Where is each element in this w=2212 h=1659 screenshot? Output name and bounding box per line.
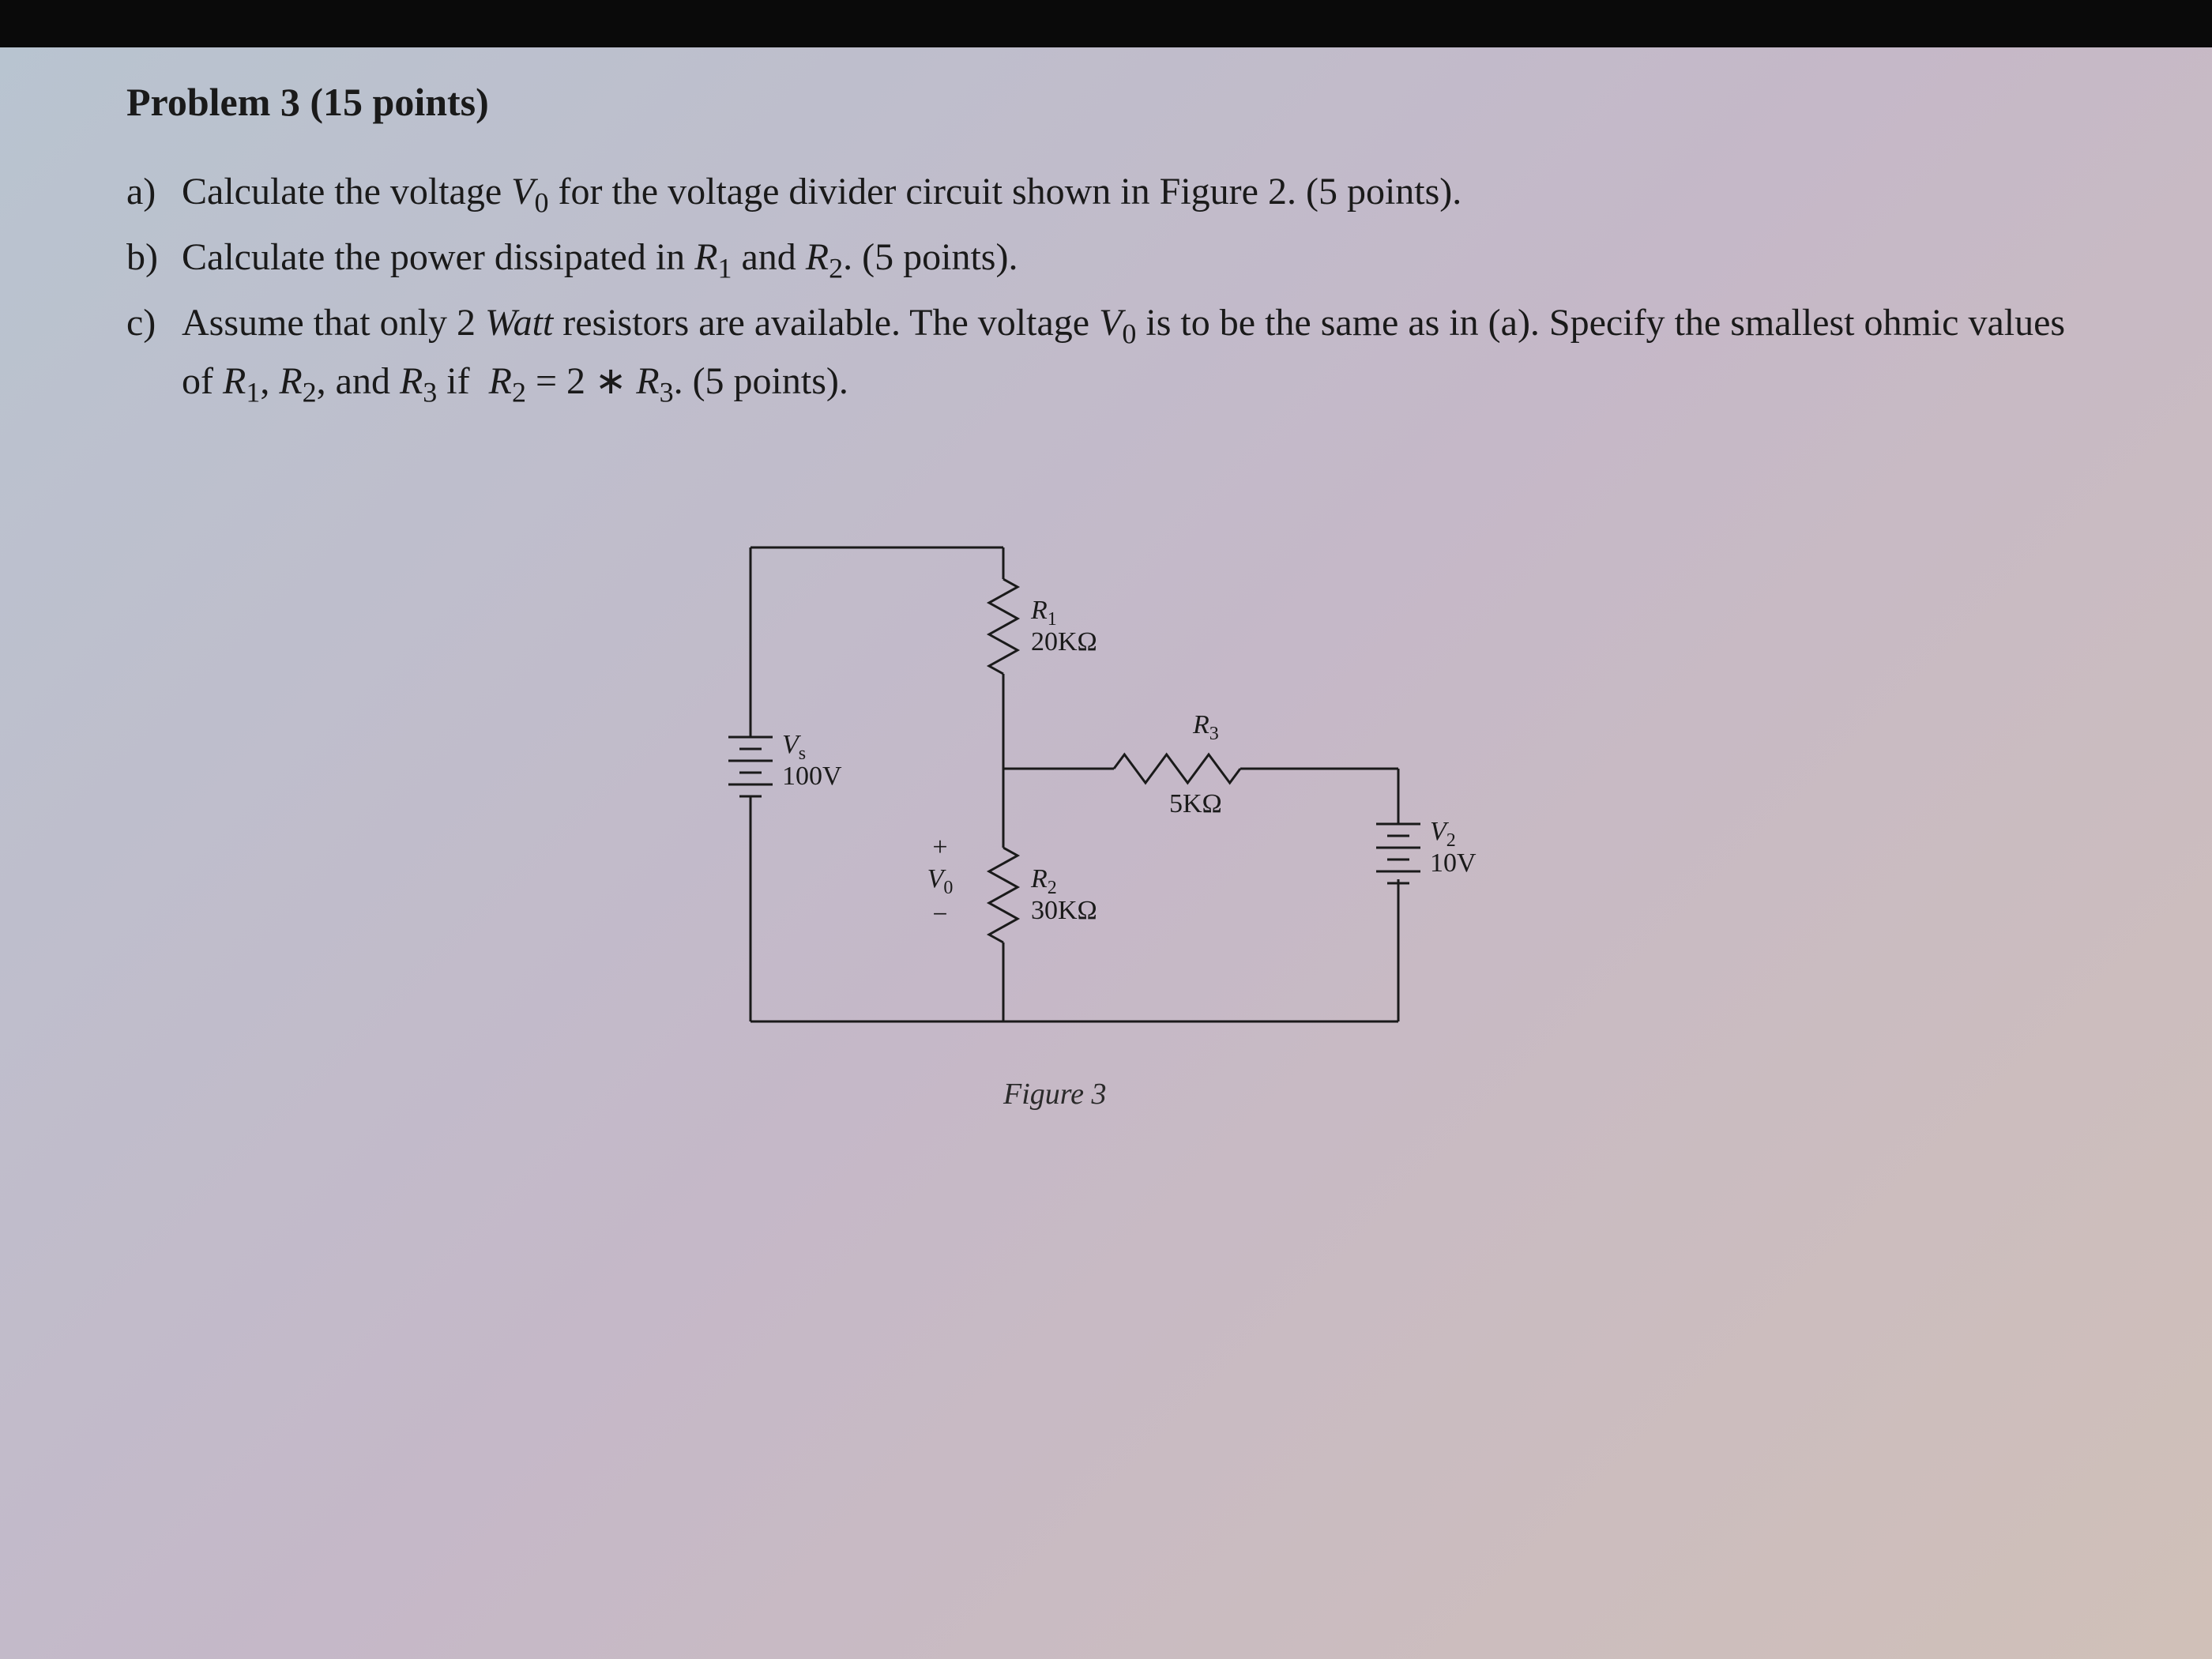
part-a: a) Calculate the voltage V0 for the volt… (126, 164, 2086, 224)
svg-text:+: + (932, 833, 947, 862)
svg-text:10V: 10V (1430, 848, 1477, 878)
part-a-text: Calculate the voltage V0 for the voltage… (182, 164, 2086, 224)
svg-text:100V: 100V (782, 762, 842, 791)
problem-page: Problem 3 (15 points) a) Calculate the v… (0, 47, 2212, 1156)
figure-caption: Figure 3 (1003, 1077, 1107, 1112)
svg-text:V2: V2 (1430, 817, 1456, 851)
svg-text:V0: V0 (927, 864, 954, 898)
circuit-figure: R120KΩ R230KΩ R3 5KΩ Vs100V V210V +V0− Figure … (672, 484, 1540, 1156)
top-black-bar (0, 0, 2212, 47)
problem-parts: a) Calculate the voltage V0 for the volt… (126, 164, 2086, 413)
problem-title: Problem 3 (15 points) (126, 79, 2086, 125)
svg-text:−: − (932, 900, 947, 929)
part-b-text: Calculate the power dissipated in R1 and… (182, 230, 2086, 289)
part-b: b) Calculate the power dissipated in R1 … (126, 230, 2086, 289)
svg-text:R2: R2 (1030, 864, 1057, 898)
svg-text:R1: R1 (1030, 596, 1057, 630)
svg-text:5KΩ: 5KΩ (1169, 789, 1222, 818)
part-b-letter: b) (126, 230, 182, 289)
svg-text:R3: R3 (1192, 710, 1219, 744)
svg-text:30KΩ: 30KΩ (1031, 896, 1097, 925)
svg-text:Vs: Vs (782, 730, 806, 764)
part-c-text: Assume that only 2 Watt resistors are av… (182, 295, 2086, 414)
svg-text:20KΩ: 20KΩ (1031, 627, 1097, 656)
part-a-letter: a) (126, 164, 182, 224)
part-c-letter: c) (126, 295, 182, 414)
circuit-svg: R120KΩ R230KΩ R3 5KΩ Vs100V V210V +V0− (672, 484, 1540, 1156)
part-c: c) Assume that only 2 Watt resistors are… (126, 295, 2086, 414)
